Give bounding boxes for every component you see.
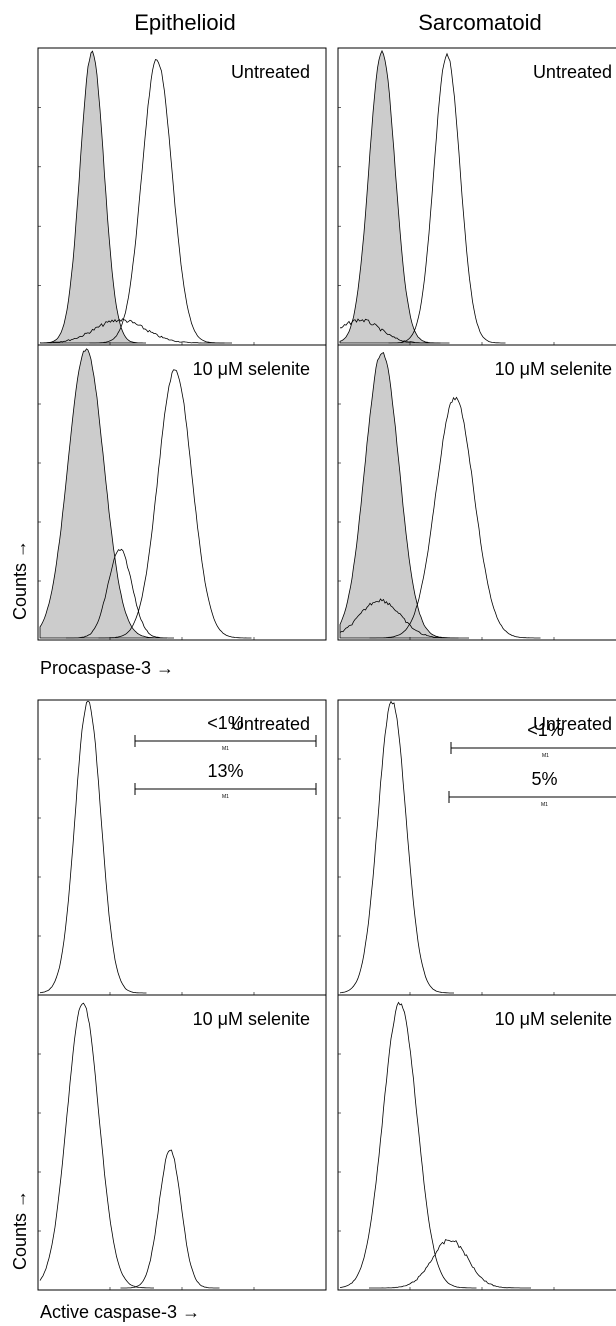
panel-label: 10 μM selenite <box>193 359 310 379</box>
histogram <box>39 700 147 994</box>
histogram <box>369 1239 531 1289</box>
y-axis-label: Counts → <box>10 1190 30 1270</box>
control-histogram <box>40 50 146 344</box>
panel-label: Untreated <box>533 714 612 734</box>
x-axis-label: Active caspase-3 → <box>40 1302 200 1322</box>
panel-label: Untreated <box>533 62 612 82</box>
histogram <box>339 598 469 639</box>
panel-label: 10 μM selenite <box>495 1009 612 1029</box>
gate-percent: 13% <box>207 761 243 781</box>
histogram <box>39 318 232 344</box>
panel-label: 10 μM selenite <box>495 359 612 379</box>
histogram <box>120 1149 220 1289</box>
histogram <box>340 318 450 344</box>
histogram <box>339 700 454 994</box>
x-axis-label: Procaspase-3 → <box>40 658 174 678</box>
gate-name: M1 <box>541 802 548 808</box>
control-histogram <box>339 352 459 639</box>
gate-percent: <1% <box>527 720 564 740</box>
panel-frame <box>37 994 327 1291</box>
panel-label: Untreated <box>231 714 310 734</box>
gate-percent: <1% <box>207 713 244 733</box>
control-histogram <box>39 348 167 639</box>
column-title: Sarcomatoid <box>418 10 542 35</box>
panel-frame <box>337 344 616 641</box>
gate-name: M1 <box>222 794 229 800</box>
y-axis-label: Counts → <box>10 540 30 620</box>
histogram <box>66 548 174 639</box>
panel-frame <box>337 994 616 1291</box>
histogram <box>89 58 225 344</box>
panel-label: Untreated <box>231 62 310 82</box>
histogram <box>39 1002 154 1289</box>
gate-percent: 5% <box>531 769 557 789</box>
gate-name: M1 <box>542 753 549 759</box>
panel-label: 10 μM selenite <box>193 1009 310 1029</box>
histogram <box>369 396 541 639</box>
histogram <box>98 369 252 639</box>
histogram <box>388 52 506 344</box>
column-title: Epithelioid <box>134 10 236 35</box>
panel-frame <box>337 699 616 996</box>
control-histogram <box>339 49 441 344</box>
gate-name: M1 <box>222 746 229 752</box>
histogram <box>339 1001 477 1289</box>
panel-frame <box>37 699 327 996</box>
